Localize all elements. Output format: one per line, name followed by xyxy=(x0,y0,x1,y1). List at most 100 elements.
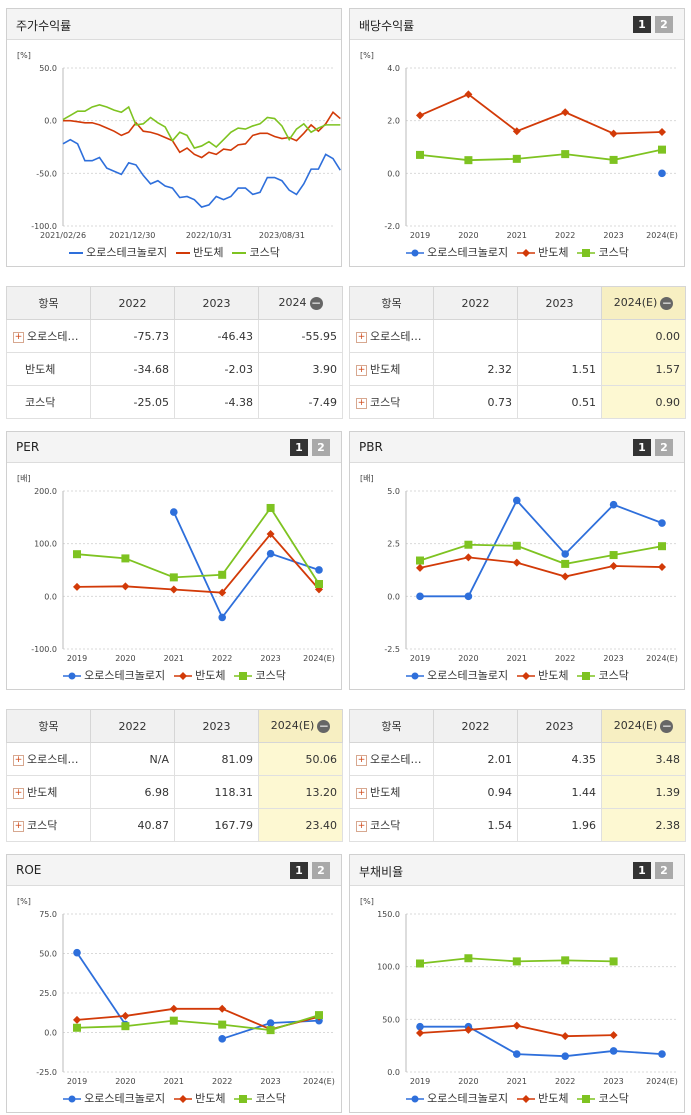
data-point[interactable] xyxy=(513,1050,521,1058)
data-point[interactable] xyxy=(416,111,424,120)
data-point[interactable] xyxy=(464,954,473,963)
data-point[interactable] xyxy=(609,1031,618,1040)
expand-plus-icon[interactable]: + xyxy=(356,397,367,409)
data-point[interactable] xyxy=(73,550,81,559)
data-point[interactable] xyxy=(464,592,473,601)
legend-item[interactable]: 코스닥 xyxy=(233,1090,286,1106)
data-point[interactable] xyxy=(416,150,424,159)
tab-2[interactable]: 2 xyxy=(312,862,330,879)
data-point[interactable] xyxy=(218,1035,226,1043)
tab-2[interactable]: 2 xyxy=(655,862,673,879)
data-point[interactable] xyxy=(315,566,323,574)
data-point[interactable] xyxy=(561,572,570,581)
data-point[interactable] xyxy=(609,500,618,509)
data-point[interactable] xyxy=(561,1032,570,1041)
tab-2[interactable]: 2 xyxy=(312,439,330,456)
legend-item[interactable]: 오로스테크놀로지 xyxy=(405,244,508,260)
data-point[interactable] xyxy=(73,1015,81,1024)
data-point[interactable] xyxy=(218,570,227,579)
data-point[interactable] xyxy=(512,154,521,163)
legend-item[interactable]: 반도체 xyxy=(175,244,223,260)
legend-item[interactable]: 오로스테크놀로지 xyxy=(62,667,165,683)
legend-item[interactable]: 반도체 xyxy=(516,1090,568,1106)
collapse-icon[interactable]: − xyxy=(317,718,331,733)
collapse-icon[interactable]: − xyxy=(660,718,674,733)
data-point[interactable] xyxy=(416,563,424,572)
legend-item[interactable]: 코스닥 xyxy=(231,244,280,260)
data-point[interactable] xyxy=(266,503,275,512)
data-point[interactable] xyxy=(609,957,618,966)
data-point[interactable] xyxy=(170,508,178,516)
data-point[interactable] xyxy=(266,1026,275,1035)
data-point[interactable] xyxy=(73,948,81,957)
data-point[interactable] xyxy=(121,582,130,591)
data-point[interactable] xyxy=(512,541,521,550)
expand-plus-icon[interactable]: + xyxy=(13,754,24,766)
data-point[interactable] xyxy=(416,1022,424,1031)
data-point[interactable] xyxy=(658,519,666,527)
data-point[interactable] xyxy=(73,582,81,591)
tab-1[interactable]: 1 xyxy=(633,439,651,456)
tab-2[interactable]: 2 xyxy=(655,439,673,456)
tab-2[interactable]: 2 xyxy=(655,16,673,33)
legend-item[interactable]: 코스닥 xyxy=(233,667,286,683)
data-point[interactable] xyxy=(169,1016,178,1025)
data-point[interactable] xyxy=(121,554,130,563)
data-point[interactable] xyxy=(513,496,521,505)
data-point[interactable] xyxy=(561,559,570,568)
data-point[interactable] xyxy=(266,530,275,539)
data-point[interactable] xyxy=(658,1050,666,1058)
data-point[interactable] xyxy=(658,542,666,551)
data-point[interactable] xyxy=(416,592,424,601)
tab-1[interactable]: 1 xyxy=(290,862,308,879)
data-point[interactable] xyxy=(169,573,178,582)
expand-plus-icon[interactable]: + xyxy=(356,820,367,832)
data-point[interactable] xyxy=(609,129,618,138)
tab-1[interactable]: 1 xyxy=(633,16,651,33)
data-point[interactable] xyxy=(169,1004,178,1013)
data-point[interactable] xyxy=(464,553,473,562)
legend-item[interactable]: 코스닥 xyxy=(576,244,629,260)
data-point[interactable] xyxy=(609,561,618,570)
tab-1[interactable]: 1 xyxy=(633,862,651,879)
data-point[interactable] xyxy=(121,1011,130,1020)
expand-plus-icon[interactable]: + xyxy=(13,331,24,343)
legend-item[interactable]: 오로스테크놀로지 xyxy=(405,1090,508,1106)
collapse-icon[interactable]: − xyxy=(660,295,674,310)
legend-item[interactable]: 반도체 xyxy=(516,244,568,260)
data-point[interactable] xyxy=(464,156,473,165)
data-point[interactable] xyxy=(416,1029,424,1038)
data-point[interactable] xyxy=(218,588,227,597)
data-point[interactable] xyxy=(464,540,473,549)
legend-item[interactable]: 반도체 xyxy=(516,667,568,683)
data-point[interactable] xyxy=(609,551,618,560)
legend-item[interactable]: 오로스테크놀로지 xyxy=(405,667,508,683)
data-point[interactable] xyxy=(609,1047,618,1055)
data-point[interactable] xyxy=(416,556,424,565)
legend-item[interactable]: 코스닥 xyxy=(576,1090,629,1106)
data-point[interactable] xyxy=(512,957,521,966)
data-point[interactable] xyxy=(561,1052,569,1060)
expand-plus-icon[interactable]: + xyxy=(13,787,24,799)
data-point[interactable] xyxy=(218,1004,227,1013)
legend-item[interactable]: 반도체 xyxy=(173,667,225,683)
data-point[interactable] xyxy=(315,580,323,589)
data-point[interactable] xyxy=(218,1020,227,1029)
legend-item[interactable]: 반도체 xyxy=(173,1090,225,1106)
data-point[interactable] xyxy=(315,1011,323,1020)
data-point[interactable] xyxy=(512,558,521,567)
data-point[interactable] xyxy=(609,155,618,164)
data-point[interactable] xyxy=(464,90,473,99)
expand-plus-icon[interactable]: + xyxy=(356,787,367,799)
expand-plus-icon[interactable]: + xyxy=(356,754,367,766)
data-point[interactable] xyxy=(658,145,666,154)
data-point[interactable] xyxy=(73,1023,81,1032)
data-point[interactable] xyxy=(561,108,570,117)
legend-item[interactable]: 오로스테크놀로지 xyxy=(62,1090,165,1106)
legend-item[interactable]: 코스닥 xyxy=(576,667,629,683)
data-point[interactable] xyxy=(658,563,666,572)
tab-1[interactable]: 1 xyxy=(290,439,308,456)
expand-plus-icon[interactable]: + xyxy=(356,364,367,376)
collapse-icon[interactable]: − xyxy=(309,295,323,310)
data-point[interactable] xyxy=(266,1019,275,1027)
